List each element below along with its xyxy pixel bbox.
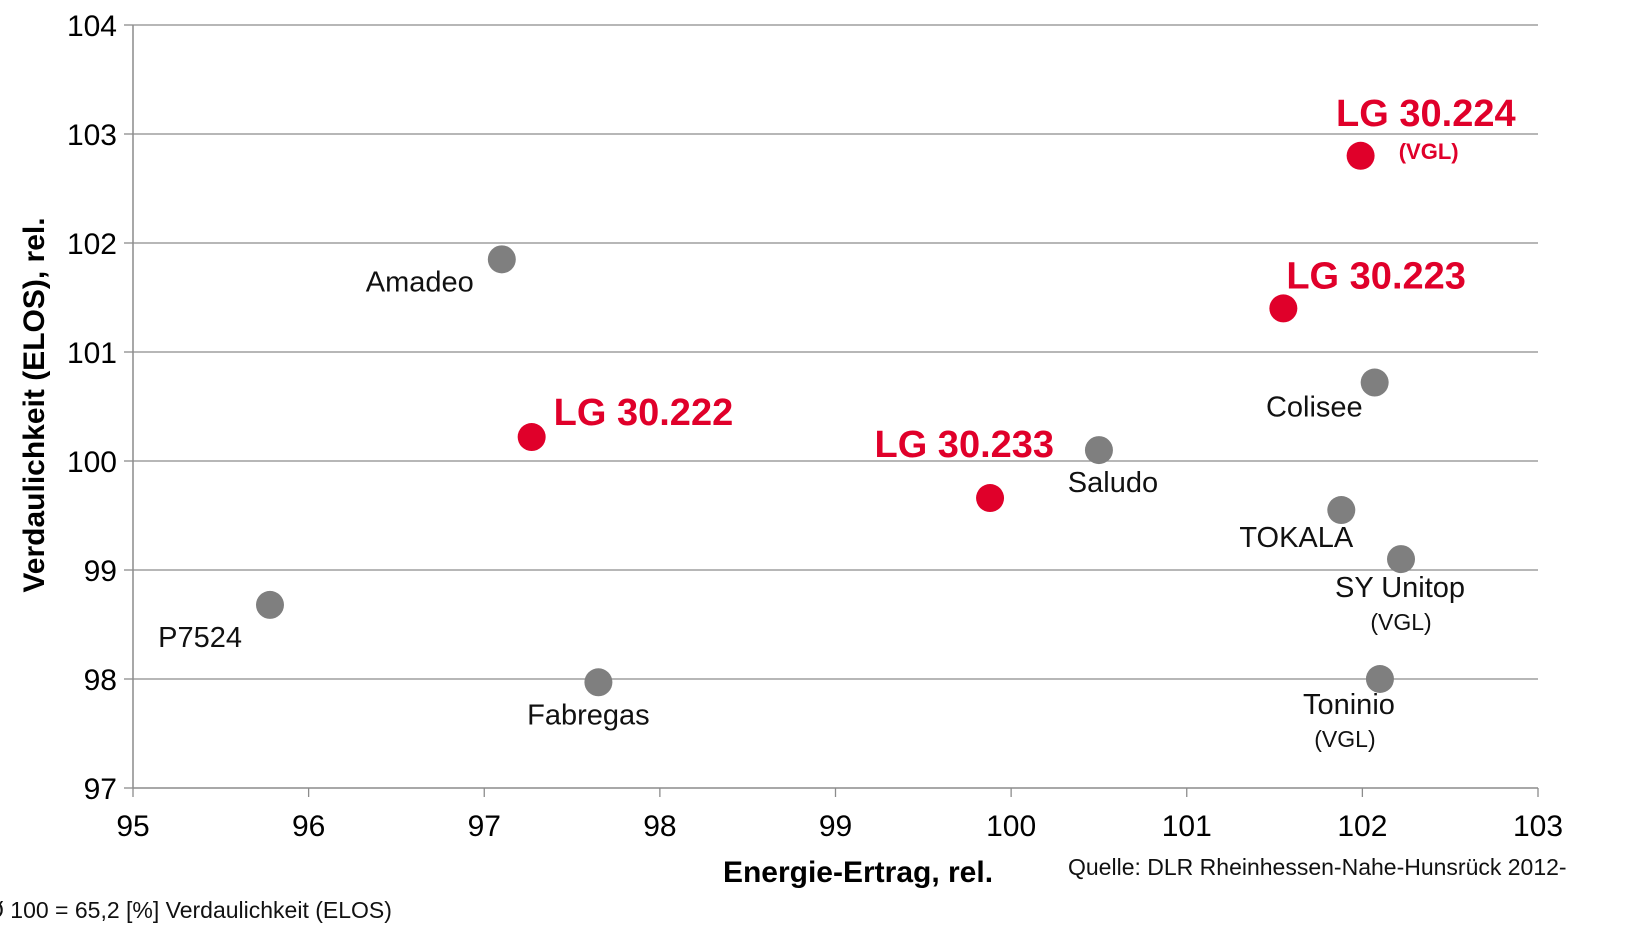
y-tick-label: 104	[67, 10, 117, 43]
point-sublabel: (VGL)	[1399, 139, 1459, 164]
point-label: TOKALA	[1239, 522, 1354, 554]
x-tick-label: 102	[1337, 810, 1387, 843]
point-label: Colisee	[1266, 392, 1363, 424]
point-p7524	[255, 590, 284, 619]
point-label: LG 30.233	[874, 424, 1054, 466]
x-tick-label: 100	[986, 810, 1036, 843]
point-toninio	[1365, 665, 1394, 693]
x-tick-label: 95	[116, 810, 149, 843]
y-tick-label: 102	[67, 228, 117, 261]
gridlines	[133, 24, 1538, 680]
y-tick-label: 97	[84, 773, 117, 806]
point-sy-unitop	[1387, 545, 1416, 574]
x-tick-label: 101	[1162, 810, 1212, 843]
x-tick-label: 99	[819, 810, 852, 843]
point-label: Toninio	[1303, 689, 1395, 721]
point-fabregas	[584, 668, 613, 697]
x-tick-label: 98	[643, 810, 676, 843]
point-sublabel: (VGL)	[1314, 726, 1375, 752]
tick-labels: 97 98 99 100 101 102 103 104 95 96 97 98 99 100 101 102…	[67, 10, 1563, 843]
y-tick-label: 100	[67, 446, 117, 479]
point-tokala	[1327, 496, 1356, 525]
point-label: Fabregas	[527, 699, 650, 731]
x-tick-label: 103	[1513, 810, 1563, 843]
point-saludo	[1084, 436, 1113, 465]
point-lg-30-224	[1346, 141, 1375, 170]
y-tick-label: 101	[67, 337, 117, 370]
point-amadeo	[487, 245, 516, 274]
data-points	[255, 141, 1416, 697]
x-tick-label: 96	[292, 810, 325, 843]
x-axis-title: Energie-Ertrag, rel.	[723, 856, 993, 889]
point-label: LG 30.224	[1336, 93, 1516, 135]
y-tick-label: 98	[84, 664, 117, 697]
y-tick-label: 99	[84, 555, 117, 588]
point-label: SY Unitop	[1335, 572, 1465, 604]
point-label: LG 30.222	[554, 392, 734, 434]
point-lg-30-233	[976, 484, 1005, 513]
y-axis-title: Verdaulichkeit (ELOS), rel.	[18, 217, 51, 592]
point-label: P7524	[158, 622, 242, 654]
point-lg-30-222	[517, 423, 546, 452]
point-label: Saludo	[1068, 467, 1158, 499]
point-colisee	[1360, 368, 1389, 397]
x-tick-label: 97	[468, 810, 501, 843]
left-footnote: Ø 100 = 65,2 [%] Verdaulichkeit (ELOS)	[0, 897, 392, 923]
point-labels: Amadeo P7524 Fabregas Saludo Colisee TOKALA SY…	[158, 93, 1515, 752]
axes	[124, 24, 1539, 797]
point-sublabel: (VGL)	[1370, 609, 1431, 635]
y-tick-label: 103	[67, 119, 117, 152]
point-lg-30-223	[1269, 294, 1298, 323]
source-note: Quelle: DLR Rheinhessen-Nahe-Hunsrück 20…	[1068, 854, 1567, 880]
point-label: Amadeo	[366, 266, 474, 298]
point-label: LG 30.223	[1286, 255, 1466, 297]
